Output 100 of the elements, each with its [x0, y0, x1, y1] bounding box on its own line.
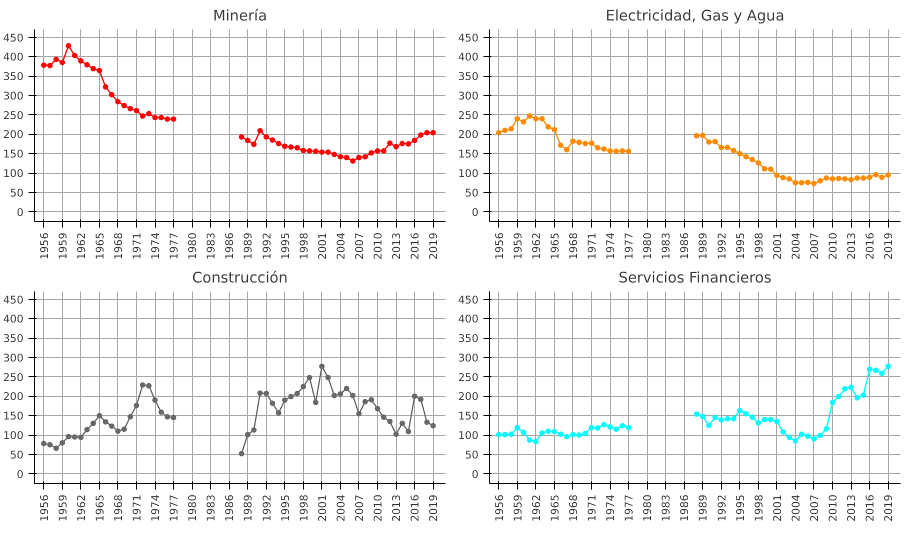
x-tick-label: 1974	[149, 232, 162, 260]
x-tick-label: 1995	[734, 494, 747, 522]
y-tick-label: 50	[10, 186, 24, 200]
x-tick-label: 1989	[242, 232, 255, 260]
x-tick-label: 2016	[864, 232, 877, 260]
x-tick-label: 1959	[56, 232, 70, 260]
y-tick-label: 250	[458, 108, 479, 122]
x-tick-label: 2010	[826, 232, 840, 260]
x-tick-label: 1971	[130, 232, 144, 260]
x-tick-label: 1983	[660, 494, 673, 522]
y-tick-label: 200	[3, 390, 24, 404]
x-tick-label: 2001	[316, 494, 329, 522]
y-tick-label: 250	[458, 370, 479, 384]
x-tick-label: 2010	[372, 232, 385, 260]
y-tick-label: 200	[458, 390, 479, 404]
x-tick-label: 2019	[427, 232, 440, 260]
x-tick-label: 1968	[566, 494, 580, 522]
x-tick-label: 1986	[223, 232, 236, 260]
x-tick-label: 2004	[789, 494, 802, 522]
x-tick-label: 1968	[112, 232, 125, 260]
x-tick-label: 1980	[641, 494, 654, 522]
y-tick-label: 250	[3, 108, 24, 122]
x-tick-label: 1977	[622, 494, 636, 522]
y-tick-label: 450	[3, 293, 24, 306]
x-tick-label: 1965	[548, 494, 562, 522]
x-tick-label: 1971	[585, 232, 598, 260]
x-tick-label: 1980	[641, 232, 654, 260]
x-tick-label: 2013	[390, 494, 404, 522]
x-tick-label: 2019	[882, 232, 896, 260]
y-tick-label: 150	[3, 410, 24, 423]
x-tick-label: 1986	[678, 494, 692, 522]
x-tick-label: 2013	[390, 232, 404, 260]
y-tick-label: 100	[458, 167, 479, 180]
x-tick-label: 1995	[734, 232, 747, 260]
y-tick-label: 300	[458, 351, 479, 364]
x-tick-label: 2007	[808, 494, 821, 522]
chart-title: Electricidad, Gas y Agua	[606, 8, 784, 24]
x-tick-label: 1962	[74, 494, 88, 522]
y-tick-label: 0	[16, 468, 24, 481]
x-tick-label: 1968	[112, 494, 125, 522]
y-tick-label: 200	[3, 128, 24, 142]
x-tick-label: 1965	[548, 232, 562, 260]
x-tick-label: 2019	[427, 494, 440, 522]
x-tick-label: 2013	[845, 494, 858, 522]
x-tick-label: 1998	[297, 494, 310, 522]
x-tick-label: 1959	[511, 494, 524, 522]
x-tick-label: 1995	[278, 494, 292, 522]
x-tick-label: 1974	[149, 494, 162, 522]
x-tick-label: 1959	[56, 494, 70, 522]
x-tick-label: 1992	[260, 494, 274, 522]
x-tick-label: 1986	[678, 232, 692, 260]
y-tick-label: 50	[464, 448, 479, 462]
x-tick-label: 1977	[622, 232, 636, 260]
x-tick-label: 2001	[770, 232, 784, 260]
x-tick-label: 1983	[660, 232, 673, 260]
y-tick-label: 350	[3, 332, 24, 346]
x-tick-label: 1962	[530, 494, 543, 522]
y-tick-label: 400	[458, 50, 479, 64]
x-tick-label: 1971	[130, 494, 144, 522]
x-tick-label: 1974	[604, 232, 618, 260]
x-tick-label: 1962	[74, 232, 88, 260]
y-tick-label: 400	[3, 312, 24, 326]
x-tick-label: 1965	[93, 232, 106, 260]
y-tick-label: 100	[3, 167, 24, 180]
x-tick-label: 1989	[696, 494, 710, 522]
x-tick-label: 2016	[408, 494, 422, 522]
x-tick-label: 2007	[352, 494, 366, 522]
x-tick-label: 1965	[93, 494, 106, 522]
x-tick-label: 2013	[845, 232, 858, 260]
x-tick-label: 1962	[530, 232, 543, 260]
y-tick-label: 50	[10, 448, 24, 462]
x-tick-label: 2007	[808, 232, 821, 260]
chart-title: Servicios Financieros	[618, 270, 772, 286]
y-tick-label: 150	[3, 148, 24, 161]
x-tick-label: 2016	[408, 232, 422, 260]
y-tick-label: 350	[3, 70, 24, 84]
x-tick-label: 1986	[223, 494, 236, 522]
y-tick-label: 400	[458, 312, 479, 326]
chart-title: Minería	[212, 8, 268, 24]
x-tick-label: 1956	[492, 494, 506, 522]
x-tick-label: 1989	[242, 494, 255, 522]
x-tick-label: 1980	[186, 494, 200, 522]
x-tick-label: 1992	[260, 232, 274, 260]
x-tick-label: 1998	[297, 232, 310, 260]
y-tick-label: 150	[458, 410, 479, 423]
x-tick-label: 2004	[334, 232, 348, 260]
x-tick-label: 1989	[696, 232, 710, 260]
y-tick-label: 0	[16, 206, 24, 219]
x-tick-label: 1992	[715, 232, 728, 260]
x-tick-label: 1968	[566, 232, 580, 260]
x-tick-label: 2001	[770, 494, 784, 522]
x-tick-label: 2004	[789, 232, 802, 260]
x-tick-label: 1956	[38, 232, 51, 260]
x-tick-label: 1959	[511, 232, 524, 260]
y-tick-label: 0	[472, 468, 479, 481]
x-tick-label: 1977	[168, 232, 181, 260]
x-tick-label: 1956	[38, 494, 51, 522]
x-tick-label: 1995	[278, 232, 292, 260]
x-tick-label: 1980	[186, 232, 200, 260]
x-tick-label: 2019	[882, 494, 896, 522]
